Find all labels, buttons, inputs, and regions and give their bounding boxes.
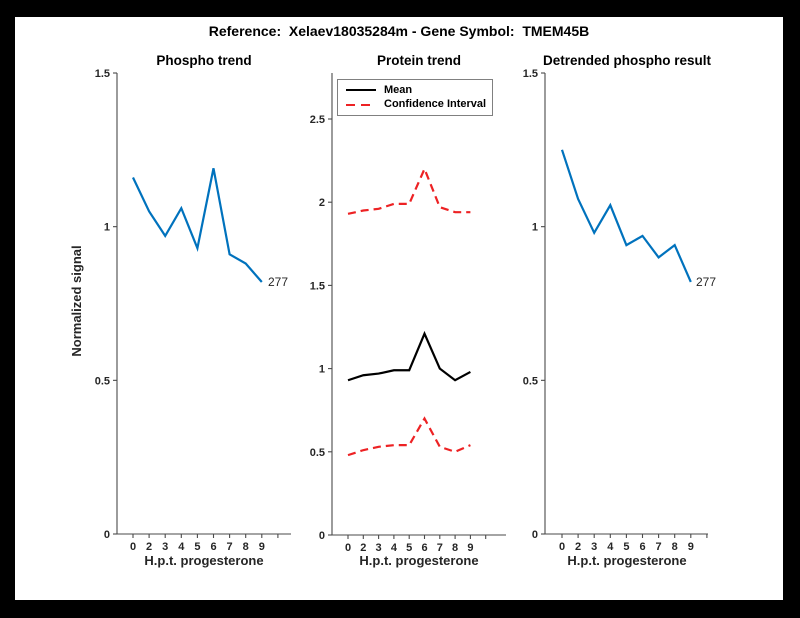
series-end-label-detrended: 277 (696, 275, 717, 289)
y-tick-label: 1 (319, 364, 325, 376)
x-tick-label: 5 (194, 541, 200, 553)
x-tick-label: 2 (575, 541, 581, 553)
series-end-label-phospho: 277 (268, 275, 289, 289)
x-tick-label: 0 (559, 541, 565, 553)
y-tick-label: 1.5 (523, 68, 538, 80)
x-tick-label: 4 (391, 542, 398, 554)
y-tick-label: 0 (532, 529, 538, 541)
x-tick-label: 0 (345, 542, 351, 554)
x-tick-label: 9 (259, 541, 265, 553)
x-axis-label-2: H.p.t. progesterone (359, 553, 479, 568)
legend-box: Mean Confidence Interval (337, 79, 493, 116)
subplot-title-detrended-result: Detrended phospho result (542, 53, 711, 68)
plots-svg: 0 2 3 4 5 6 7 8 900.511.50 2 3 4 5 6 7 8 900.511.522.50 2… (95, 68, 708, 554)
y-tick-label: 2 (319, 197, 325, 209)
y-tick-label: 1.5 (95, 68, 110, 80)
legend-row-mean: Mean (338, 84, 492, 97)
x-tick-label: 7 (227, 541, 233, 553)
x-tick-label: 9 (467, 542, 473, 554)
legend-line-sample-mean (346, 88, 376, 92)
x-tick-label: 4 (607, 541, 614, 553)
figure-canvas: Reference: Xelaev18035284m - Gene Symbol… (15, 17, 783, 600)
y-tick-label: 1 (532, 222, 538, 234)
x-tick-label: 6 (421, 542, 427, 554)
x-tick-label: 2 (146, 541, 152, 553)
legend-label-confidence-interval: Confidence Interval (384, 98, 487, 111)
subplot-title-protein-trend: Protein trend (376, 53, 461, 68)
legend-line-sample-confidence-interval (346, 103, 376, 107)
series-line-detrended-phospho-signal (560, 149, 692, 283)
series-line-phospho-signal (132, 168, 263, 283)
x-tick-label: 0 (130, 541, 136, 553)
x-axis-label-3: H.p.t. progesterone (567, 553, 687, 568)
x-tick-label: 4 (178, 541, 185, 553)
y-tick-label: 0.5 (523, 375, 538, 387)
y-tick-label: 1 (104, 222, 110, 234)
x-tick-label: 6 (639, 541, 645, 553)
x-tick-label: 8 (243, 541, 249, 553)
y-tick-label: 1.5 (310, 280, 325, 292)
x-tick-label: 7 (656, 541, 662, 553)
subplot-title-phospho-trend: Phospho trend (156, 53, 252, 68)
x-tick-label: 3 (376, 542, 382, 554)
legend-row-confidence-interval: Confidence Interval (338, 98, 492, 111)
y-tick-label: 0 (104, 529, 110, 541)
y-tick-label: 0.5 (95, 375, 110, 387)
series-line-confidence-interval-upper (347, 166, 471, 215)
x-tick-label: 7 (437, 542, 443, 554)
legend-label-mean: Mean (384, 83, 413, 96)
x-tick-label: 5 (623, 541, 629, 553)
x-tick-label: 8 (672, 541, 678, 553)
y-tick-label: 0 (319, 530, 325, 542)
y-tick-label: 0.5 (310, 447, 325, 459)
x-tick-label: 3 (162, 541, 168, 553)
figure-title: Reference: Xelaev18035284m - Gene Symbol… (208, 23, 590, 39)
x-tick-label: 6 (210, 541, 216, 553)
series-line-mean (347, 330, 471, 382)
x-tick-label: 2 (360, 542, 366, 554)
x-tick-label: 5 (406, 542, 412, 554)
y-tick-label: 2.5 (310, 114, 325, 126)
x-tick-label: 9 (688, 541, 694, 553)
x-tick-label: 3 (591, 541, 597, 553)
x-tick-label: 8 (452, 542, 458, 554)
x-axis-label-1: H.p.t. progesterone (144, 553, 264, 568)
series-line-confidence-interval-lower (347, 416, 471, 457)
